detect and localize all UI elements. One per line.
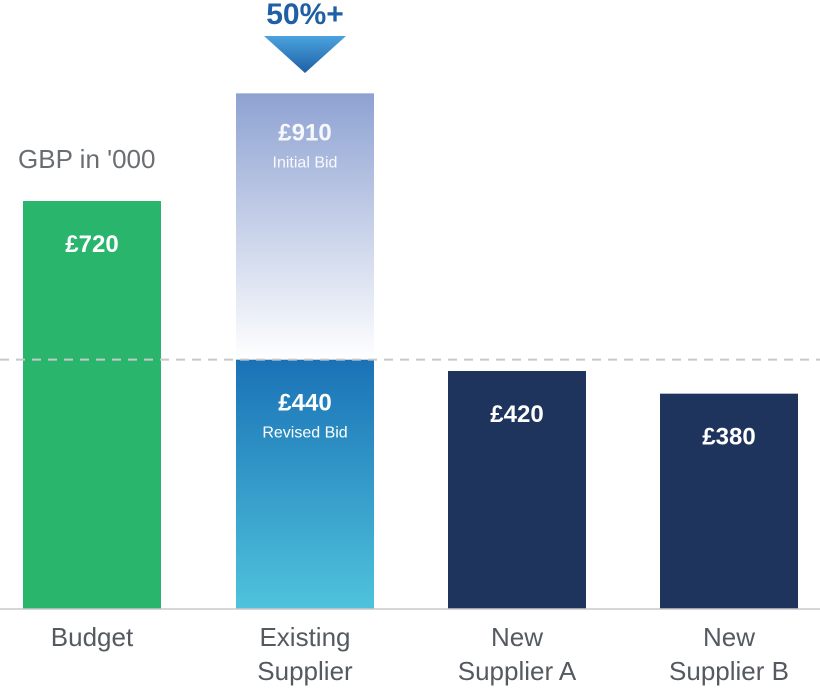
bar-new-supplier-b bbox=[660, 393, 798, 609]
bar-initial-bid bbox=[236, 93, 374, 360]
y-axis-label: GBP in '000 bbox=[18, 144, 155, 174]
initial-bid-sublabel: Initial Bid bbox=[273, 154, 338, 171]
bar-value-label: £420 bbox=[490, 401, 543, 428]
annotation-label: 50%+ bbox=[266, 0, 344, 31]
bar-existing-supplier bbox=[236, 359, 374, 609]
bar-budget bbox=[23, 201, 161, 609]
initial-bid-value-label: £910 bbox=[278, 119, 331, 146]
category-label: New Supplier A bbox=[458, 622, 577, 686]
category-label: New Supplier B bbox=[669, 622, 789, 686]
bar-value-label: £380 bbox=[702, 424, 755, 451]
bar-sublabel: Revised Bid bbox=[262, 425, 347, 442]
category-label: Existing Supplier bbox=[257, 622, 353, 686]
bar-new-supplier-a bbox=[448, 371, 586, 609]
category-label: Budget bbox=[51, 622, 134, 652]
down-arrow-icon bbox=[264, 36, 346, 73]
bar-value-label: £720 bbox=[65, 231, 118, 258]
bar-value-label: £440 bbox=[278, 390, 331, 417]
